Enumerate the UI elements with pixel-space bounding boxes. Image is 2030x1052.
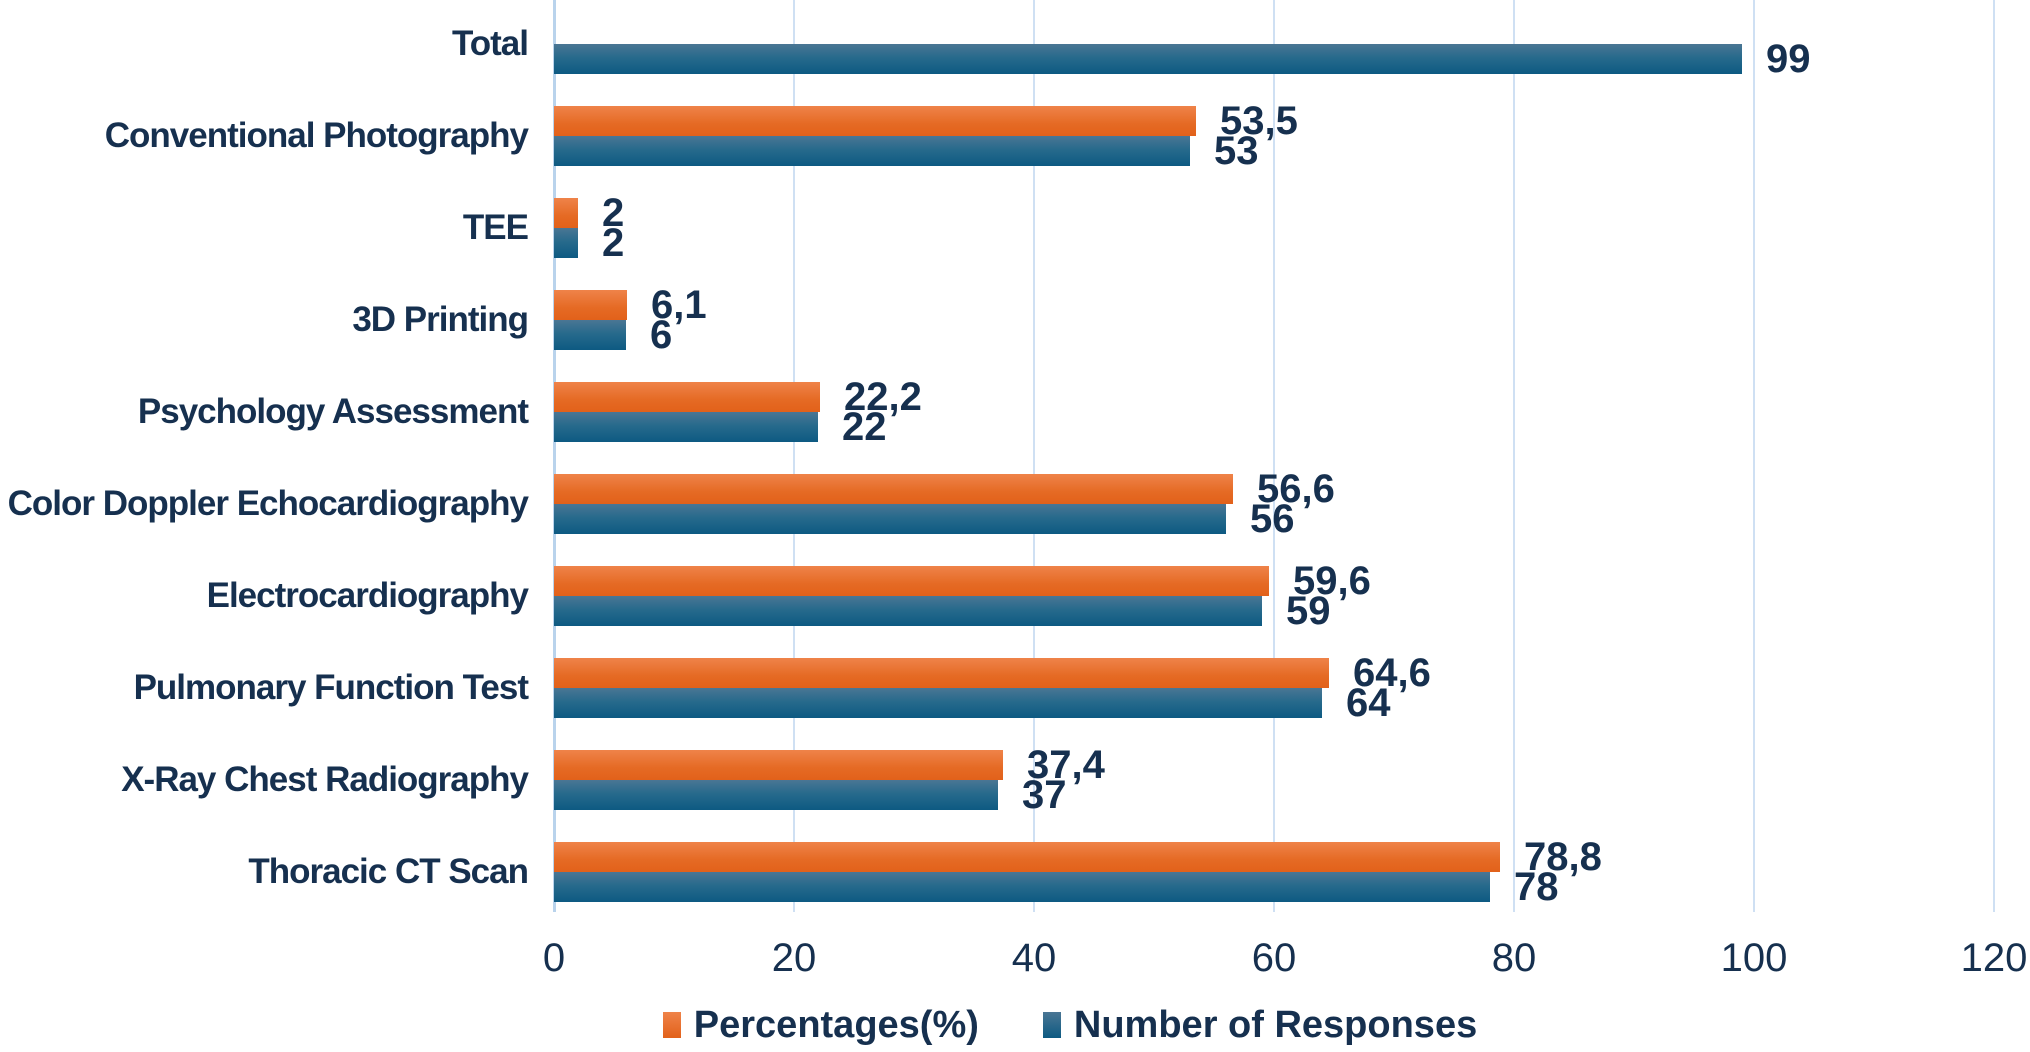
bar-percentages <box>554 382 820 412</box>
data-label: 37 <box>1022 773 1067 817</box>
data-label: 56 <box>1250 497 1295 541</box>
data-label: 2 <box>602 221 625 265</box>
bar-percentages <box>554 106 1196 136</box>
bar-percentages <box>554 290 627 320</box>
data-label: 64,6 <box>1353 651 1431 695</box>
value-axis-line <box>553 0 556 912</box>
bar-responses <box>554 228 578 258</box>
data-label: 6 <box>650 313 673 357</box>
bar-responses <box>554 872 1490 902</box>
data-label: 59 <box>1286 589 1331 633</box>
legend-swatch-number-of-responses-icon <box>1042 1012 1061 1038</box>
data-label: 78 <box>1514 865 1559 909</box>
data-label: 53 <box>1214 129 1259 173</box>
tick-label: 100 <box>1720 936 1788 980</box>
data-label: 2 <box>602 191 625 235</box>
tick-label: 0 <box>542 936 566 980</box>
bar-responses <box>554 136 1190 166</box>
category-label: Total <box>451 24 529 63</box>
category-label: TEE <box>462 208 529 247</box>
gridline <box>1273 0 1275 912</box>
legend: Percentages(%) Number of Responses <box>0 1000 2030 1050</box>
tick-label: 80 <box>1491 936 1537 980</box>
category-label: Psychology Assessment <box>137 392 529 431</box>
category-label: 3D Printing <box>352 300 529 339</box>
bar-responses <box>554 780 998 810</box>
data-label: 99 <box>1766 37 1811 81</box>
data-label: 78,8 <box>1524 835 1602 879</box>
legend-label-percentages: Percentages(%) <box>693 1003 979 1046</box>
category-label: Color Doppler Echocardiography <box>7 484 529 523</box>
bar-responses <box>554 412 818 442</box>
bar-percentages <box>554 474 1233 504</box>
data-label: 22 <box>842 405 887 449</box>
bar-percentages <box>554 566 1269 596</box>
tick-label: 40 <box>1011 936 1057 980</box>
legend-item-percentages: Percentages(%) <box>662 1003 979 1047</box>
gridline <box>1753 0 1755 912</box>
tick-label: 120 <box>1960 936 2028 980</box>
category-label: Conventional Photography <box>104 116 529 155</box>
bar-responses <box>554 688 1322 718</box>
gridline <box>793 0 795 912</box>
category-label: Thoracic CT Scan <box>248 852 529 891</box>
data-label: 6,1 <box>651 283 707 327</box>
data-label: 22,2 <box>844 375 922 419</box>
bar-percentages <box>554 842 1500 872</box>
gridline <box>1033 0 1035 912</box>
data-label: 59,6 <box>1293 559 1371 603</box>
data-label: 37,4 <box>1027 743 1105 787</box>
legend-swatch-percentages-icon <box>662 1012 681 1038</box>
bar-percentages <box>554 198 578 228</box>
legend-item-number-of-responses: Number of Responses <box>1042 1003 1478 1047</box>
category-label: X-Ray Chest Radiography <box>121 760 529 799</box>
gridline <box>1993 0 1995 912</box>
bar-responses <box>554 596 1262 626</box>
bar-responses <box>554 44 1742 74</box>
tick-label: 20 <box>771 936 817 980</box>
bar-responses <box>554 320 626 350</box>
data-label: 56,6 <box>1257 467 1335 511</box>
data-label: 53,5 <box>1220 99 1298 143</box>
gridline <box>1513 0 1515 912</box>
data-label: 64 <box>1346 681 1391 725</box>
category-label: Electrocardiography <box>206 576 529 615</box>
tick-label: 60 <box>1251 936 1297 980</box>
bar-responses <box>554 504 1226 534</box>
bar-percentages <box>554 750 1003 780</box>
category-label: Pulmonary Function Test <box>133 668 529 707</box>
bar-percentages <box>554 658 1329 688</box>
legend-label-number-of-responses: Number of Responses <box>1073 1003 1478 1046</box>
